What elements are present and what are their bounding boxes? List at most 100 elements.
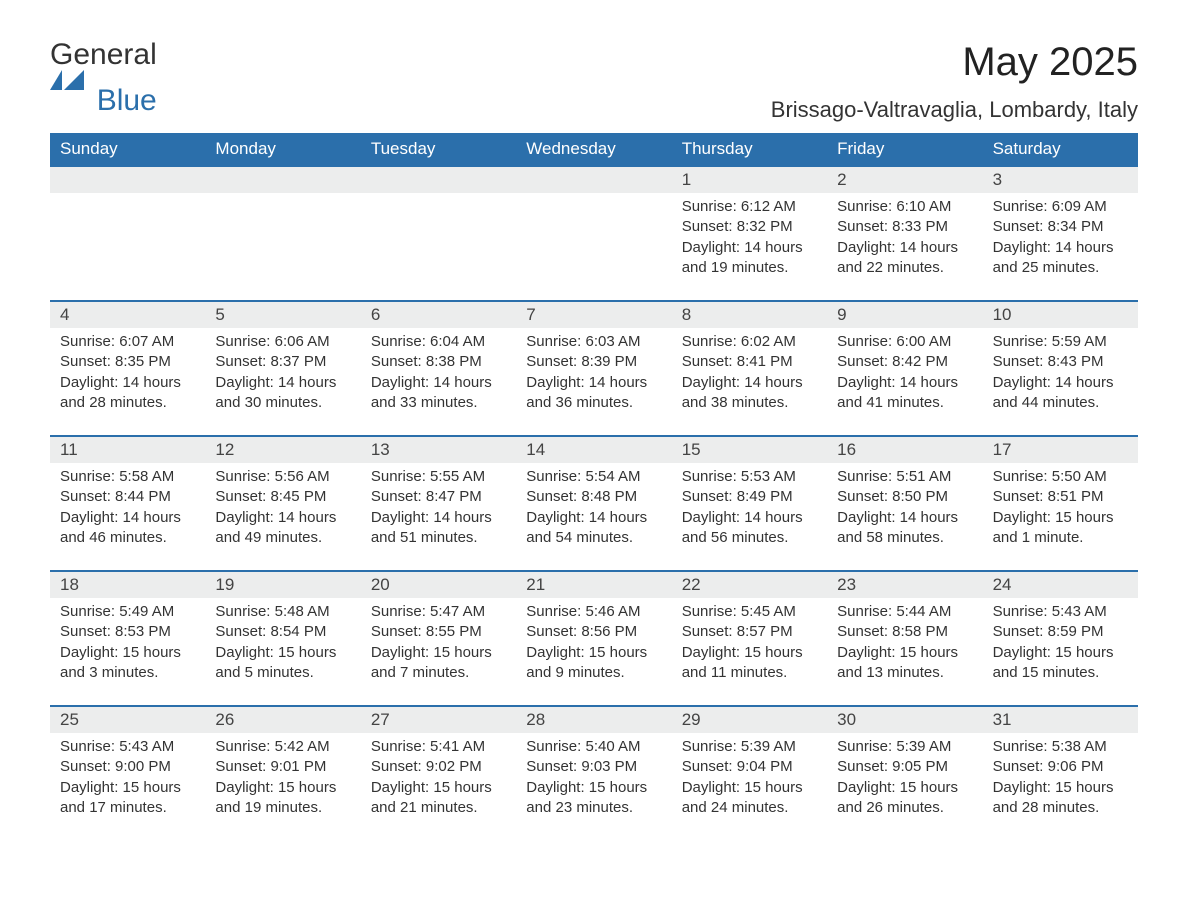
sunset-line: Sunset: 8:59 PM — [993, 622, 1128, 642]
sunrise-line: Sunrise: 6:04 AM — [371, 332, 506, 352]
day-details: Sunrise: 6:03 AMSunset: 8:39 PMDaylight:… — [516, 328, 671, 435]
sunrise-line: Sunrise: 5:49 AM — [60, 602, 195, 622]
day-number: 20 — [361, 572, 516, 598]
sunrise-line: Sunrise: 6:07 AM — [60, 332, 195, 352]
daylight-line: Daylight: 14 hours and 30 minutes. — [215, 373, 350, 414]
day-number: 23 — [827, 572, 982, 598]
day-number: 2 — [827, 167, 982, 193]
daylight-line: Daylight: 15 hours and 23 minutes. — [526, 778, 661, 819]
calendar-day-cell: 16Sunrise: 5:51 AMSunset: 8:50 PMDayligh… — [827, 437, 982, 570]
daylight-line: Daylight: 14 hours and 28 minutes. — [60, 373, 195, 414]
day-number: 14 — [516, 437, 671, 463]
calendar-day-cell: 23Sunrise: 5:44 AMSunset: 8:58 PMDayligh… — [827, 572, 982, 705]
sunrise-line: Sunrise: 5:43 AM — [993, 602, 1128, 622]
day-details: Sunrise: 6:12 AMSunset: 8:32 PMDaylight:… — [672, 193, 827, 300]
sunrise-line: Sunrise: 5:58 AM — [60, 467, 195, 487]
calendar-day-cell: 14Sunrise: 5:54 AMSunset: 8:48 PMDayligh… — [516, 437, 671, 570]
sunset-line: Sunset: 8:34 PM — [993, 217, 1128, 237]
daylight-line: Daylight: 15 hours and 13 minutes. — [837, 643, 972, 684]
sunrise-line: Sunrise: 5:40 AM — [526, 737, 661, 757]
sunset-line: Sunset: 8:51 PM — [993, 487, 1128, 507]
day-number: 13 — [361, 437, 516, 463]
calendar-day-cell — [50, 167, 205, 300]
weeks-container: 1Sunrise: 6:12 AMSunset: 8:32 PMDaylight… — [50, 165, 1138, 840]
month-title: May 2025 — [771, 40, 1138, 85]
day-number: 17 — [983, 437, 1138, 463]
daylight-line: Daylight: 15 hours and 3 minutes. — [60, 643, 195, 684]
calendar-day-cell: 9Sunrise: 6:00 AMSunset: 8:42 PMDaylight… — [827, 302, 982, 435]
calendar-day-cell: 8Sunrise: 6:02 AMSunset: 8:41 PMDaylight… — [672, 302, 827, 435]
daylight-line: Daylight: 15 hours and 19 minutes. — [215, 778, 350, 819]
weekday-header-cell: Saturday — [983, 133, 1138, 165]
day-details: Sunrise: 5:43 AMSunset: 9:00 PMDaylight:… — [50, 733, 205, 840]
day-number: 4 — [50, 302, 205, 328]
sunrise-line: Sunrise: 5:43 AM — [60, 737, 195, 757]
sunrise-line: Sunrise: 5:41 AM — [371, 737, 506, 757]
calendar-day-cell: 10Sunrise: 5:59 AMSunset: 8:43 PMDayligh… — [983, 302, 1138, 435]
day-details: Sunrise: 5:44 AMSunset: 8:58 PMDaylight:… — [827, 598, 982, 705]
day-details: Sunrise: 5:43 AMSunset: 8:59 PMDaylight:… — [983, 598, 1138, 705]
day-number: 19 — [205, 572, 360, 598]
day-number: 30 — [827, 707, 982, 733]
sunset-line: Sunset: 9:04 PM — [682, 757, 817, 777]
sunset-line: Sunset: 9:05 PM — [837, 757, 972, 777]
sunset-line: Sunset: 8:32 PM — [682, 217, 817, 237]
daylight-line: Daylight: 15 hours and 26 minutes. — [837, 778, 972, 819]
calendar-day-cell — [361, 167, 516, 300]
calendar-week-row: 4Sunrise: 6:07 AMSunset: 8:35 PMDaylight… — [50, 300, 1138, 435]
day-details: Sunrise: 5:46 AMSunset: 8:56 PMDaylight:… — [516, 598, 671, 705]
sunrise-line: Sunrise: 6:06 AM — [215, 332, 350, 352]
calendar-grid: SundayMondayTuesdayWednesdayThursdayFrid… — [50, 133, 1138, 840]
day-details — [205, 193, 360, 219]
calendar-week-row: 11Sunrise: 5:58 AMSunset: 8:44 PMDayligh… — [50, 435, 1138, 570]
sunrise-line: Sunrise: 5:45 AM — [682, 602, 817, 622]
day-details — [516, 193, 671, 219]
weekday-header-row: SundayMondayTuesdayWednesdayThursdayFrid… — [50, 133, 1138, 165]
day-details: Sunrise: 6:09 AMSunset: 8:34 PMDaylight:… — [983, 193, 1138, 300]
sunrise-line: Sunrise: 6:02 AM — [682, 332, 817, 352]
sunset-line: Sunset: 8:42 PM — [837, 352, 972, 372]
daylight-line: Daylight: 15 hours and 17 minutes. — [60, 778, 195, 819]
calendar-day-cell: 7Sunrise: 6:03 AMSunset: 8:39 PMDaylight… — [516, 302, 671, 435]
calendar-day-cell: 28Sunrise: 5:40 AMSunset: 9:03 PMDayligh… — [516, 707, 671, 840]
calendar-day-cell: 15Sunrise: 5:53 AMSunset: 8:49 PMDayligh… — [672, 437, 827, 570]
sunset-line: Sunset: 8:57 PM — [682, 622, 817, 642]
day-number: 6 — [361, 302, 516, 328]
sunrise-line: Sunrise: 5:55 AM — [371, 467, 506, 487]
day-number — [516, 167, 671, 193]
day-number: 11 — [50, 437, 205, 463]
weekday-header-cell: Friday — [827, 133, 982, 165]
day-details: Sunrise: 5:39 AMSunset: 9:04 PMDaylight:… — [672, 733, 827, 840]
sunrise-line: Sunrise: 5:47 AM — [371, 602, 506, 622]
daylight-line: Daylight: 14 hours and 51 minutes. — [371, 508, 506, 549]
day-number: 29 — [672, 707, 827, 733]
sunrise-line: Sunrise: 6:12 AM — [682, 197, 817, 217]
sunrise-line: Sunrise: 5:46 AM — [526, 602, 661, 622]
day-details: Sunrise: 5:54 AMSunset: 8:48 PMDaylight:… — [516, 463, 671, 570]
daylight-line: Daylight: 15 hours and 1 minute. — [993, 508, 1128, 549]
day-details — [50, 193, 205, 219]
day-details: Sunrise: 5:50 AMSunset: 8:51 PMDaylight:… — [983, 463, 1138, 570]
day-details: Sunrise: 5:56 AMSunset: 8:45 PMDaylight:… — [205, 463, 360, 570]
calendar-day-cell: 19Sunrise: 5:48 AMSunset: 8:54 PMDayligh… — [205, 572, 360, 705]
day-number: 25 — [50, 707, 205, 733]
calendar-day-cell: 20Sunrise: 5:47 AMSunset: 8:55 PMDayligh… — [361, 572, 516, 705]
day-details: Sunrise: 5:39 AMSunset: 9:05 PMDaylight:… — [827, 733, 982, 840]
sunset-line: Sunset: 8:54 PM — [215, 622, 350, 642]
calendar-day-cell: 5Sunrise: 6:06 AMSunset: 8:37 PMDaylight… — [205, 302, 360, 435]
daylight-line: Daylight: 14 hours and 41 minutes. — [837, 373, 972, 414]
calendar-day-cell — [516, 167, 671, 300]
sunrise-line: Sunrise: 5:50 AM — [993, 467, 1128, 487]
day-details — [361, 193, 516, 219]
daylight-line: Daylight: 14 hours and 33 minutes. — [371, 373, 506, 414]
calendar-day-cell: 22Sunrise: 5:45 AMSunset: 8:57 PMDayligh… — [672, 572, 827, 705]
day-number: 15 — [672, 437, 827, 463]
weekday-header-cell: Wednesday — [516, 133, 671, 165]
sunset-line: Sunset: 8:47 PM — [371, 487, 506, 507]
day-number: 21 — [516, 572, 671, 598]
calendar-day-cell: 26Sunrise: 5:42 AMSunset: 9:01 PMDayligh… — [205, 707, 360, 840]
day-number: 28 — [516, 707, 671, 733]
daylight-line: Daylight: 15 hours and 7 minutes. — [371, 643, 506, 684]
day-number: 24 — [983, 572, 1138, 598]
sunrise-line: Sunrise: 5:54 AM — [526, 467, 661, 487]
